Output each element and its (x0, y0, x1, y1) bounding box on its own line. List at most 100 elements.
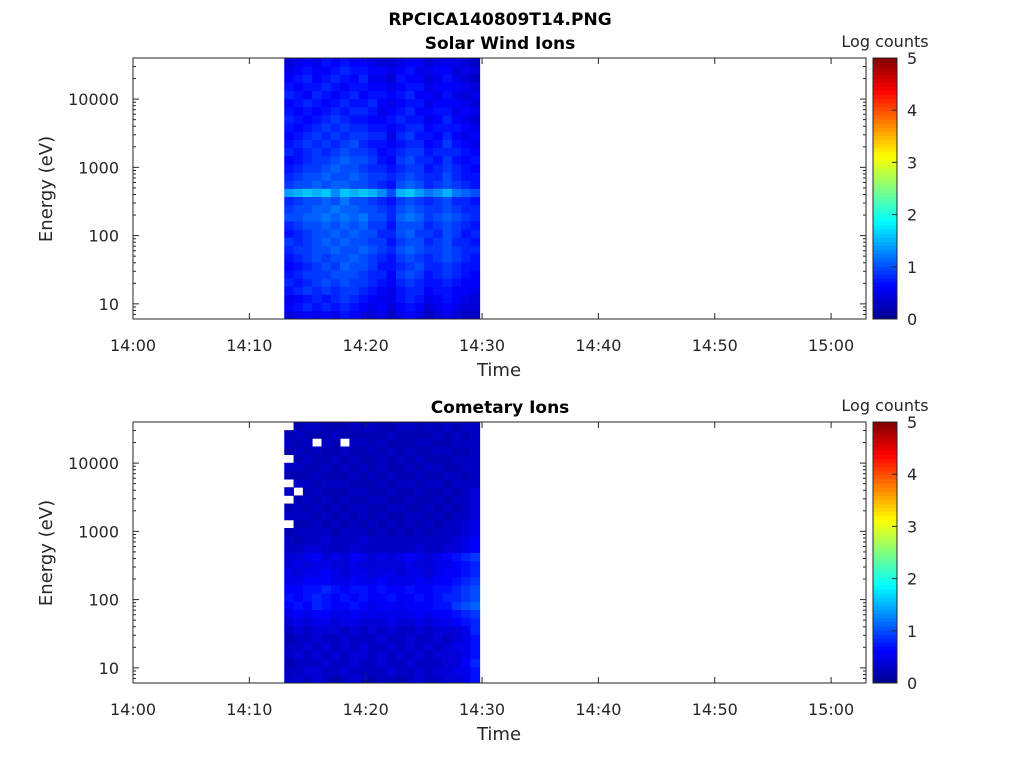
heatmap-cell (340, 585, 350, 594)
heatmap-cell (377, 286, 388, 295)
heatmap-cell (442, 155, 453, 165)
heatmap-cell (302, 666, 313, 676)
heatmap-cell (405, 164, 415, 173)
heatmap-cell (368, 98, 378, 108)
heatmap-cell (414, 470, 425, 480)
heatmap-cell (293, 617, 304, 627)
heatmap-cell (461, 115, 471, 124)
heatmap-cell (293, 123, 304, 132)
heatmap-cell (470, 585, 481, 594)
heatmap-cell (312, 617, 322, 627)
panel-title: Solar Wind Ions (425, 34, 576, 54)
heatmap-cell (368, 642, 378, 651)
colorbar-label: Log counts (841, 32, 928, 51)
heatmap-cell (284, 642, 294, 651)
heatmap-cell (414, 131, 425, 140)
colorbar-segment (873, 233, 897, 238)
heatmap-cell (293, 196, 304, 206)
heatmap-cell (386, 658, 397, 668)
colorbar-tick-label: 2 (907, 570, 917, 589)
heatmap-cell (340, 155, 350, 165)
heatmap-cell (302, 253, 313, 263)
heatmap-cell (312, 310, 322, 320)
heatmap-cell (442, 310, 453, 320)
heatmap-cell (433, 568, 443, 578)
heatmap-cell (461, 479, 471, 488)
heatmap-cell (442, 642, 453, 651)
heatmap-cell (321, 212, 332, 222)
heatmap-cell (395, 650, 406, 659)
heatmap-cell (330, 422, 341, 431)
heatmap-cell (414, 164, 425, 173)
heatmap-cell (284, 245, 294, 255)
x-axis-label: Time (476, 724, 521, 745)
heatmap-cell (368, 115, 378, 124)
heatmap-cell (312, 302, 322, 312)
colorbar-segment (873, 479, 897, 484)
heatmap-cell (284, 536, 294, 545)
heatmap-cell (349, 454, 360, 464)
heatmap-cell (433, 470, 443, 480)
heatmap-cell (414, 625, 425, 635)
heatmap-cell (423, 519, 434, 529)
colorbar-segment (873, 143, 897, 149)
colorbar-segment (873, 139, 897, 145)
heatmap-cell (340, 503, 350, 513)
heatmap-cell (312, 430, 322, 439)
heatmap-cell (405, 658, 415, 668)
heatmap-cell (302, 58, 313, 67)
heatmap-cell (358, 454, 369, 464)
heatmap-cell (414, 188, 425, 198)
heatmap-cell (451, 446, 462, 456)
colorbar-segment (873, 225, 897, 230)
heatmap-cell (405, 123, 415, 132)
colorbar-segment (873, 670, 897, 676)
heatmap-cell (414, 617, 425, 627)
heatmap-cell (395, 568, 406, 578)
heatmap-cell (330, 74, 341, 83)
colorbar-segment (873, 282, 897, 287)
heatmap-cell (386, 470, 397, 480)
colorbar-segment (873, 462, 897, 468)
heatmap-cell (321, 74, 332, 83)
heatmap-cell (377, 180, 388, 189)
heatmap-cell (414, 229, 425, 238)
heatmap-cell (395, 438, 406, 447)
heatmap-cell (302, 123, 313, 132)
heatmap-cell (414, 495, 425, 504)
heatmap-cell (358, 98, 369, 108)
colorbar-segment (873, 585, 897, 590)
heatmap-cell (330, 438, 341, 447)
heatmap-cell (284, 139, 294, 149)
heatmap-cell (386, 560, 397, 570)
heatmap-cell (330, 462, 341, 472)
heatmap-cell (284, 487, 294, 496)
heatmap-cell (470, 278, 481, 287)
heatmap-cell (358, 172, 369, 181)
heatmap-cell (349, 495, 360, 504)
heatmap-cell (330, 139, 341, 149)
colorbar-tick-label: 3 (907, 517, 917, 536)
colorbar-segment (873, 442, 897, 447)
heatmap-cell (312, 221, 322, 230)
heatmap-cell (423, 229, 434, 238)
heatmap-cell (395, 310, 406, 320)
heatmap-cell (470, 82, 481, 92)
heatmap-cell (330, 503, 341, 513)
heatmap-cell (414, 585, 425, 594)
heatmap-cell (433, 115, 443, 124)
heatmap-cell (377, 237, 388, 246)
colorbar-segment (873, 159, 897, 165)
heatmap-cell (405, 74, 415, 83)
heatmap-cell (340, 487, 350, 496)
heatmap-cell (442, 196, 453, 206)
heatmap-cell (414, 568, 425, 578)
heatmap-cell (368, 82, 378, 92)
heatmap-cell (442, 66, 453, 75)
heatmap-cell (284, 155, 294, 165)
heatmap-cell (321, 568, 332, 578)
heatmap-cell (368, 479, 378, 488)
heatmap-cell (414, 536, 425, 545)
heatmap-cell (405, 528, 415, 537)
heatmap-cell (423, 98, 434, 108)
